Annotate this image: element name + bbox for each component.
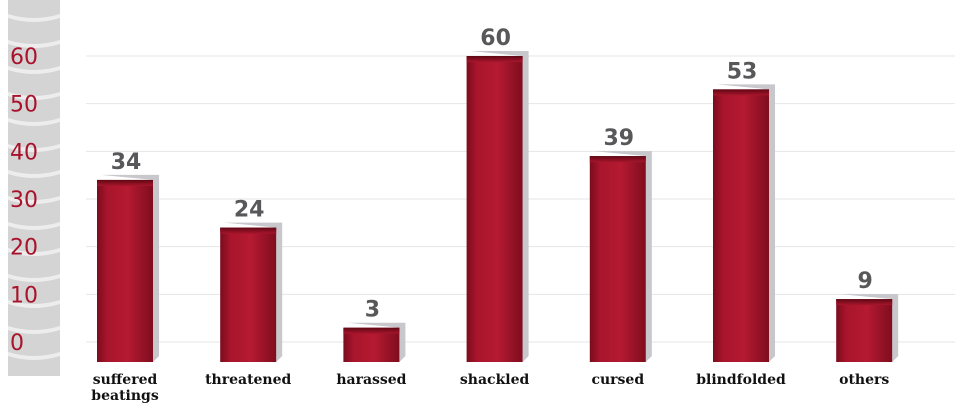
axis-strip-notch <box>8 300 60 308</box>
y-tick-label: 40 <box>10 140 38 165</box>
value-label: 24 <box>234 198 265 223</box>
axis-strip-notch <box>8 118 60 126</box>
axis-strip-notch <box>8 66 60 74</box>
bar <box>220 222 283 362</box>
axis-strip-notch <box>8 326 60 334</box>
bar-cap <box>97 179 153 186</box>
bar-side <box>593 151 652 362</box>
bar-side <box>224 222 283 362</box>
x-axis-labels: suffered beatings threatened harassed shackl… <box>91 372 889 404</box>
bar-cap <box>713 89 769 96</box>
axis-strip-notch <box>8 248 60 256</box>
category-label: cursed <box>591 372 644 388</box>
value-label: 60 <box>480 26 511 51</box>
bar-face <box>97 179 153 362</box>
value-label: 9 <box>858 269 873 294</box>
bar-side <box>717 84 775 362</box>
bar-side <box>347 322 406 362</box>
bar-side <box>470 51 529 362</box>
bar-face <box>836 299 893 362</box>
bar-cap <box>343 327 400 334</box>
bar-side <box>101 174 159 362</box>
bar <box>343 322 406 362</box>
y-tick-label: 50 <box>10 93 38 118</box>
bar-side <box>840 294 899 362</box>
bar-cap <box>836 299 893 306</box>
bar-face <box>713 89 769 362</box>
category-label: threatened <box>205 372 291 388</box>
bar-face <box>466 56 523 362</box>
value-label: 39 <box>603 126 634 151</box>
axis-strip-notch <box>8 14 60 22</box>
bar-cap <box>466 56 523 62</box>
axis-strip-notch <box>8 40 60 48</box>
category-label: shackled <box>460 372 530 388</box>
axis-strip-bg <box>8 0 60 376</box>
bar-face <box>220 227 277 362</box>
axis-strip-notch <box>8 144 60 152</box>
y-tick-label: 0 <box>10 331 24 356</box>
axis-strip-notch <box>8 352 60 360</box>
category-label: blindfolded <box>696 372 786 388</box>
bar <box>836 294 899 362</box>
value-label: 3 <box>365 298 380 323</box>
bar-cap <box>220 227 277 234</box>
bar <box>466 51 529 362</box>
category-label: others <box>839 372 889 388</box>
value-labels: 34 24 3 60 39 53 9 <box>111 26 873 323</box>
category-label: suffered beatings <box>91 372 159 404</box>
axis-strip-notch <box>8 92 60 100</box>
bars <box>97 51 899 362</box>
y-tick-label: 20 <box>10 236 38 261</box>
y-tick-label: 60 <box>10 45 38 70</box>
axis-strip-notch <box>8 274 60 282</box>
y-tick-label: 10 <box>10 283 38 308</box>
axis-strip-notch <box>8 222 60 230</box>
category-label: harassed <box>336 372 406 388</box>
y-tick-label: 30 <box>10 188 38 213</box>
axis-strip-notch <box>8 170 60 178</box>
bar-cap <box>589 156 646 163</box>
y-axis-strip <box>8 0 60 376</box>
bar <box>589 151 652 362</box>
bar <box>97 174 159 362</box>
axis-strip-notch <box>8 196 60 204</box>
y-axis-ticks: 0 10 20 30 40 50 60 <box>10 45 38 356</box>
bar <box>713 84 775 362</box>
bar-face <box>589 156 646 362</box>
value-label: 53 <box>727 59 758 84</box>
value-label: 34 <box>111 150 142 175</box>
